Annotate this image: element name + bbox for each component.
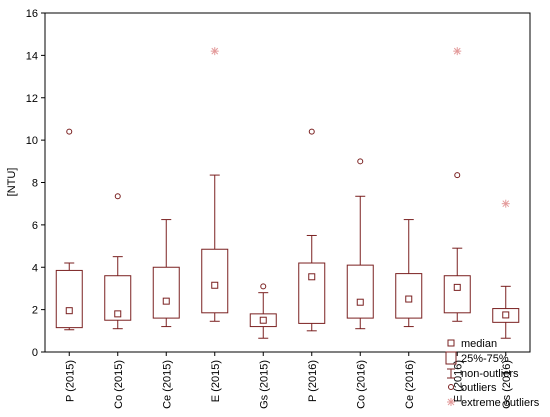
box-8 xyxy=(443,47,471,322)
box-9 xyxy=(492,199,520,339)
iqr-box xyxy=(152,266,180,319)
box-7 xyxy=(395,219,423,328)
legend-box-label: 25%-75% xyxy=(461,353,509,365)
median-marker xyxy=(502,311,510,319)
x-tick-label: Co (2015) xyxy=(113,360,125,409)
box-0 xyxy=(55,128,83,331)
iqr-box xyxy=(395,273,423,319)
x-tick-label: P (2015) xyxy=(64,360,76,402)
y-tick-label: 14 xyxy=(26,50,38,62)
outlier-point xyxy=(114,193,121,200)
median-marker xyxy=(114,310,122,318)
x-tick-label: Gs (2016) xyxy=(501,360,513,409)
legend-median-label: median xyxy=(461,338,497,350)
outlier-point xyxy=(357,158,364,165)
legend-extreme-symbol xyxy=(447,398,455,406)
iqr-box xyxy=(201,248,229,314)
median-marker xyxy=(65,307,73,315)
y-tick-label: 12 xyxy=(26,93,38,105)
legend-box-symbol xyxy=(445,351,457,365)
median-marker xyxy=(308,273,316,281)
iqr-box xyxy=(249,313,277,328)
extreme-point xyxy=(210,47,219,56)
box-1 xyxy=(104,193,132,330)
outlier-point xyxy=(308,128,315,135)
legend-extreme-label: extreme outliers xyxy=(461,397,540,409)
x-tick-label: P (2016) xyxy=(307,360,319,402)
median-marker xyxy=(162,297,170,305)
y-tick-label: 10 xyxy=(26,135,38,147)
y-tick-label: 4 xyxy=(32,262,38,274)
outlier-point xyxy=(260,283,267,290)
iqr-box xyxy=(104,275,132,321)
y-tick-label: 2 xyxy=(32,305,38,317)
box-5 xyxy=(298,128,326,332)
x-tick-label: E (2015) xyxy=(210,360,222,402)
outlier-point xyxy=(66,128,73,135)
iqr-box xyxy=(55,269,83,329)
x-tick-label: Ce (2015) xyxy=(161,360,173,409)
median-marker xyxy=(405,295,413,303)
iqr-box xyxy=(443,275,471,314)
legend-outlier-label: outliers xyxy=(461,382,497,394)
box-6 xyxy=(346,158,374,330)
legend: median 25%-75% non-outliers outliers ext… xyxy=(445,338,540,409)
y-axis-label: [NTU] xyxy=(6,168,18,197)
median-marker xyxy=(211,281,219,289)
legend-outlier-symbol xyxy=(448,384,454,390)
y-axis: 0 2 4 6 8 10 12 14 16 xyxy=(26,8,45,359)
box-2 xyxy=(152,219,180,328)
iqr-box xyxy=(346,264,374,319)
x-tick-label: Gs (2015) xyxy=(258,360,270,409)
legend-median-symbol xyxy=(447,339,455,347)
y-tick-label: 0 xyxy=(32,347,38,359)
y-tick-label: 8 xyxy=(32,178,38,190)
x-tick-label: Ce (2016) xyxy=(404,360,416,409)
extreme-point xyxy=(501,199,510,208)
y-tick-label: 6 xyxy=(32,220,38,232)
plot-frame xyxy=(44,12,531,353)
median-marker xyxy=(356,298,364,306)
box-4 xyxy=(249,283,277,339)
x-tick-label: Co (2016) xyxy=(355,360,367,409)
box-3 xyxy=(201,47,229,322)
extreme-point xyxy=(453,47,462,56)
median-marker xyxy=(259,316,267,324)
x-axis: P (2015) Co (2015) Ce (2015) E (2015) Gs (20… xyxy=(64,352,513,409)
outlier-point xyxy=(454,172,461,179)
legend-whisker-label: non-outliers xyxy=(461,368,519,380)
box-series xyxy=(55,47,520,339)
median-marker xyxy=(453,283,461,291)
iqr-box xyxy=(298,262,326,324)
iqr-box xyxy=(492,308,520,323)
y-tick-label: 16 xyxy=(26,8,38,20)
x-tick-label: E (2016) xyxy=(452,360,464,402)
